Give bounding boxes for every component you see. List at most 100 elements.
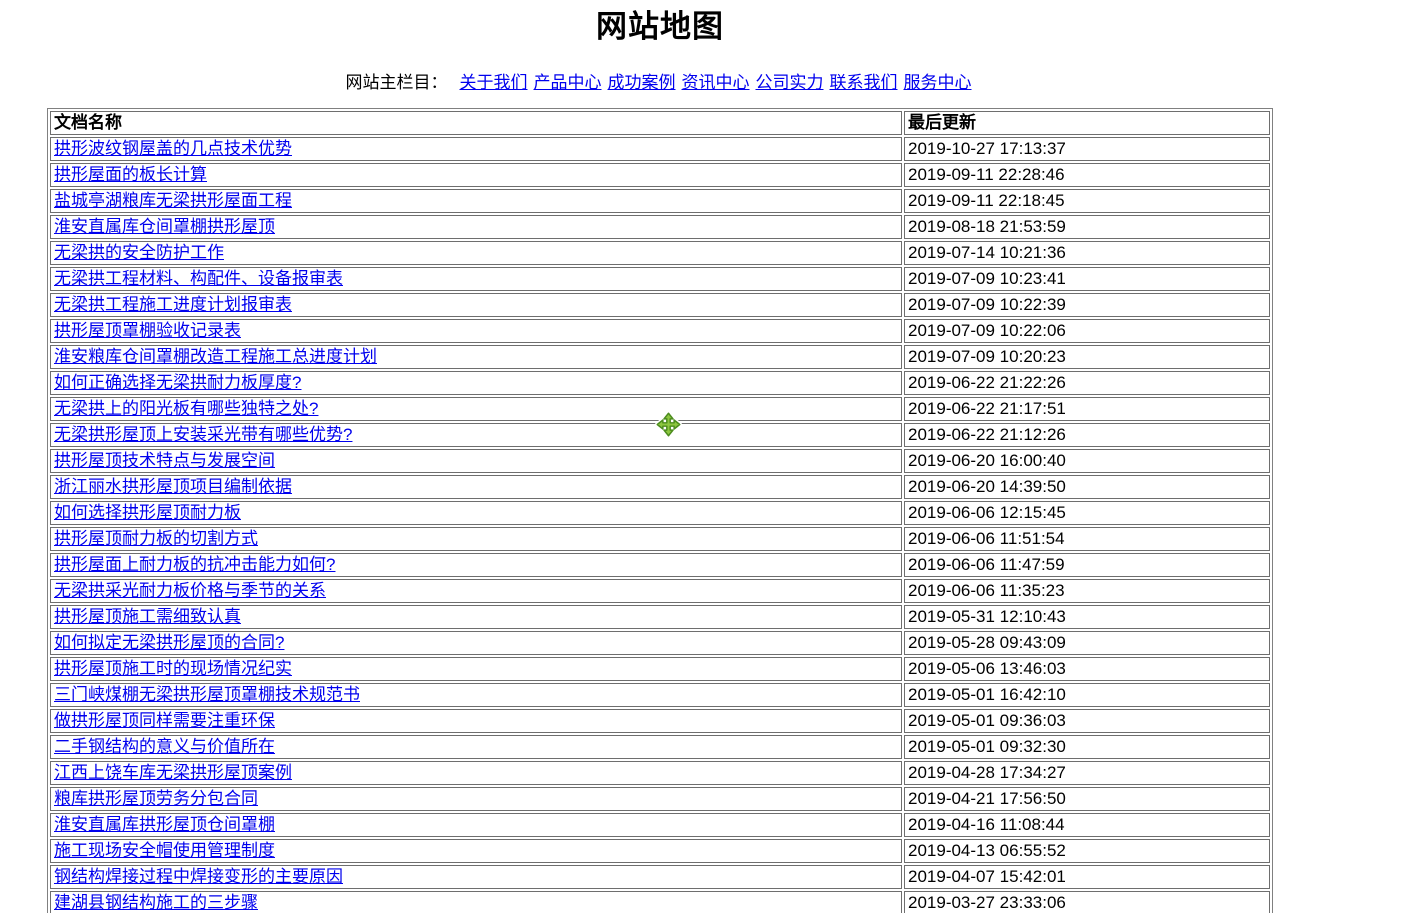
document-name-cell: 拱形屋顶耐力板的切割方式 bbox=[50, 527, 902, 551]
nav-link[interactable]: 联系我们 bbox=[829, 73, 898, 92]
document-link[interactable]: 淮安直属库仓间罩棚拱形屋顶 bbox=[54, 217, 275, 236]
last-updated-cell: 2019-06-22 21:22:26 bbox=[904, 371, 1270, 395]
document-link[interactable]: 江西上饶车库无梁拱形屋顶案例 bbox=[54, 763, 292, 782]
document-link[interactable]: 如何选择拱形屋顶耐力板 bbox=[54, 503, 241, 522]
document-name-cell: 建湖县钢结构施工的三步骤 bbox=[50, 891, 902, 913]
table-row: 无梁拱工程施工进度计划报审表 2019-07-09 10:22:39 bbox=[50, 293, 1270, 317]
column-header-last-updated: 最后更新 bbox=[904, 111, 1270, 135]
document-name-cell: 拱形屋面上耐力板的抗冲击能力如何? bbox=[50, 553, 902, 577]
last-updated-cell: 2019-04-21 17:56:50 bbox=[904, 787, 1270, 811]
document-name-cell: 拱形波纹钢屋盖的几点技术优势 bbox=[50, 137, 902, 161]
table-row: 三门峡煤棚无梁拱形屋顶罩棚技术规范书 2019-05-01 16:42:10 bbox=[50, 683, 1270, 707]
document-link[interactable]: 拱形屋面上耐力板的抗冲击能力如何? bbox=[54, 555, 336, 574]
last-updated-cell: 2019-03-27 23:33:06 bbox=[904, 891, 1270, 913]
last-updated-cell: 2019-10-27 17:13:37 bbox=[904, 137, 1270, 161]
document-link[interactable]: 无梁拱的安全防护工作 bbox=[54, 243, 224, 262]
last-updated-cell: 2019-08-18 21:53:59 bbox=[904, 215, 1270, 239]
last-updated-cell: 2019-07-14 10:21:36 bbox=[904, 241, 1270, 265]
nav-link[interactable]: 资讯中心 bbox=[681, 73, 750, 92]
table-row: 无梁拱的安全防护工作 2019-07-14 10:21:36 bbox=[50, 241, 1270, 265]
document-link[interactable]: 三门峡煤棚无梁拱形屋顶罩棚技术规范书 bbox=[54, 685, 360, 704]
nav-link[interactable]: 关于我们 bbox=[459, 73, 528, 92]
table-row: 浙江丽水拱形屋顶项目编制依据 2019-06-20 14:39:50 bbox=[50, 475, 1270, 499]
document-name-cell: 无梁拱工程材料、构配件、设备报审表 bbox=[50, 267, 902, 291]
table-row: 拱形屋顶技术特点与发展空间 2019-06-20 16:00:40 bbox=[50, 449, 1270, 473]
document-link[interactable]: 如何正确选择无梁拱耐力板厚度? bbox=[54, 373, 302, 392]
document-link[interactable]: 拱形屋面的板长计算 bbox=[54, 165, 207, 184]
table-row: 如何拟定无梁拱形屋顶的合同? 2019-05-28 09:43:09 bbox=[50, 631, 1270, 655]
document-link[interactable]: 二手钢结构的意义与价值所在 bbox=[54, 737, 275, 756]
last-updated-cell: 2019-09-11 22:28:46 bbox=[904, 163, 1270, 187]
sitemap-table: 文档名称 最后更新 拱形波纹钢屋盖的几点技术优势 2019-10-27 17:1… bbox=[47, 108, 1273, 913]
table-row: 无梁拱工程材料、构配件、设备报审表 2019-07-09 10:23:41 bbox=[50, 267, 1270, 291]
last-updated-cell: 2019-05-31 12:10:43 bbox=[904, 605, 1270, 629]
document-link[interactable]: 无梁拱形屋顶上安装采光带有哪些优势? bbox=[54, 425, 353, 444]
table-row: 拱形屋顶施工需细致认真 2019-05-31 12:10:43 bbox=[50, 605, 1270, 629]
table-row: 建湖县钢结构施工的三步骤 2019-03-27 23:33:06 bbox=[50, 891, 1270, 913]
last-updated-cell: 2019-05-01 09:36:03 bbox=[904, 709, 1270, 733]
nav-link[interactable]: 服务中心 bbox=[903, 73, 972, 92]
nav-link[interactable]: 产品中心 bbox=[533, 73, 602, 92]
document-link[interactable]: 拱形波纹钢屋盖的几点技术优势 bbox=[54, 139, 292, 158]
column-header-document-name: 文档名称 bbox=[50, 111, 902, 135]
table-row: 淮安直属库仓间罩棚拱形屋顶 2019-08-18 21:53:59 bbox=[50, 215, 1270, 239]
document-link[interactable]: 拱形屋顶技术特点与发展空间 bbox=[54, 451, 275, 470]
last-updated-cell: 2019-04-07 15:42:01 bbox=[904, 865, 1270, 889]
nav-label: 网站主栏目： bbox=[345, 73, 448, 92]
page: 网站地图 网站主栏目： 关于我们 产品中心 成功案例 资讯中心 公司实力 联系我们 服务中心 … bbox=[47, 8, 1273, 913]
document-name-cell: 如何拟定无梁拱形屋顶的合同? bbox=[50, 631, 902, 655]
document-link[interactable]: 盐城亭湖粮库无梁拱形屋面工程 bbox=[54, 191, 292, 210]
document-link[interactable]: 淮安粮库仓间罩棚改造工程施工总进度计划 bbox=[54, 347, 377, 366]
table-row: 拱形屋顶施工时的现场情况纪实 2019-05-06 13:46:03 bbox=[50, 657, 1270, 681]
last-updated-cell: 2019-06-20 14:39:50 bbox=[904, 475, 1270, 499]
last-updated-cell: 2019-04-28 17:34:27 bbox=[904, 761, 1270, 785]
document-link[interactable]: 钢结构焊接过程中焊接变形的主要原因 bbox=[54, 867, 343, 886]
document-link[interactable]: 无梁拱工程材料、构配件、设备报审表 bbox=[54, 269, 343, 288]
nav-link[interactable]: 公司实力 bbox=[755, 73, 824, 92]
table-row: 施工现场安全帽使用管理制度 2019-04-13 06:55:52 bbox=[50, 839, 1270, 863]
last-updated-cell: 2019-07-09 10:22:39 bbox=[904, 293, 1270, 317]
last-updated-cell: 2019-09-11 22:18:45 bbox=[904, 189, 1270, 213]
last-updated-cell: 2019-06-06 11:35:23 bbox=[904, 579, 1270, 603]
table-row: 江西上饶车库无梁拱形屋顶案例 2019-04-28 17:34:27 bbox=[50, 761, 1270, 785]
document-link[interactable]: 淮安直属库拱形屋顶仓间罩棚 bbox=[54, 815, 275, 834]
document-link[interactable]: 无梁拱采光耐力板价格与季节的关系 bbox=[54, 581, 326, 600]
document-name-cell: 如何正确选择无梁拱耐力板厚度? bbox=[50, 371, 902, 395]
document-name-cell: 拱形屋顶施工需细致认真 bbox=[50, 605, 902, 629]
document-link[interactable]: 浙江丽水拱形屋顶项目编制依据 bbox=[54, 477, 292, 496]
document-name-cell: 粮库拱形屋顶劳务分包合同 bbox=[50, 787, 902, 811]
document-link[interactable]: 做拱形屋顶同样需要注重环保 bbox=[54, 711, 275, 730]
document-link[interactable]: 建湖县钢结构施工的三步骤 bbox=[54, 893, 258, 912]
nav-links: 关于我们 产品中心 成功案例 资讯中心 公司实力 联系我们 服务中心 bbox=[457, 73, 975, 92]
document-name-cell: 拱形屋顶罩棚验收记录表 bbox=[50, 319, 902, 343]
document-name-cell: 无梁拱上的阳光板有哪些独特之处? bbox=[50, 397, 902, 421]
last-updated-cell: 2019-07-09 10:20:23 bbox=[904, 345, 1270, 369]
last-updated-cell: 2019-07-09 10:22:06 bbox=[904, 319, 1270, 343]
document-link[interactable]: 如何拟定无梁拱形屋顶的合同? bbox=[54, 633, 285, 652]
document-name-cell: 如何选择拱形屋顶耐力板 bbox=[50, 501, 902, 525]
document-name-cell: 三门峡煤棚无梁拱形屋顶罩棚技术规范书 bbox=[50, 683, 902, 707]
document-link[interactable]: 拱形屋顶施工需细致认真 bbox=[54, 607, 241, 626]
document-link[interactable]: 无梁拱上的阳光板有哪些独特之处? bbox=[54, 399, 319, 418]
table-row: 如何正确选择无梁拱耐力板厚度? 2019-06-22 21:22:26 bbox=[50, 371, 1270, 395]
document-name-cell: 江西上饶车库无梁拱形屋顶案例 bbox=[50, 761, 902, 785]
document-link[interactable]: 拱形屋顶耐力板的切割方式 bbox=[54, 529, 258, 548]
document-link[interactable]: 拱形屋顶罩棚验收记录表 bbox=[54, 321, 241, 340]
table-row: 做拱形屋顶同样需要注重环保 2019-05-01 09:36:03 bbox=[50, 709, 1270, 733]
last-updated-cell: 2019-04-16 11:08:44 bbox=[904, 813, 1270, 837]
table-row: 如何选择拱形屋顶耐力板 2019-06-06 12:15:45 bbox=[50, 501, 1270, 525]
document-link[interactable]: 施工现场安全帽使用管理制度 bbox=[54, 841, 275, 860]
document-link[interactable]: 无梁拱工程施工进度计划报审表 bbox=[54, 295, 292, 314]
document-name-cell: 无梁拱的安全防护工作 bbox=[50, 241, 902, 265]
last-updated-cell: 2019-05-06 13:46:03 bbox=[904, 657, 1270, 681]
document-name-cell: 拱形屋顶施工时的现场情况纪实 bbox=[50, 657, 902, 681]
document-name-cell: 钢结构焊接过程中焊接变形的主要原因 bbox=[50, 865, 902, 889]
document-name-cell: 淮安粮库仓间罩棚改造工程施工总进度计划 bbox=[50, 345, 902, 369]
table-row: 淮安粮库仓间罩棚改造工程施工总进度计划 2019-07-09 10:20:23 bbox=[50, 345, 1270, 369]
table-row: 无梁拱采光耐力板价格与季节的关系 2019-06-06 11:35:23 bbox=[50, 579, 1270, 603]
document-name-cell: 无梁拱工程施工进度计划报审表 bbox=[50, 293, 902, 317]
document-link[interactable]: 拱形屋顶施工时的现场情况纪实 bbox=[54, 659, 292, 678]
document-link[interactable]: 粮库拱形屋顶劳务分包合同 bbox=[54, 789, 258, 808]
nav-link[interactable]: 成功案例 bbox=[607, 73, 676, 92]
last-updated-cell: 2019-05-01 09:32:30 bbox=[904, 735, 1270, 759]
